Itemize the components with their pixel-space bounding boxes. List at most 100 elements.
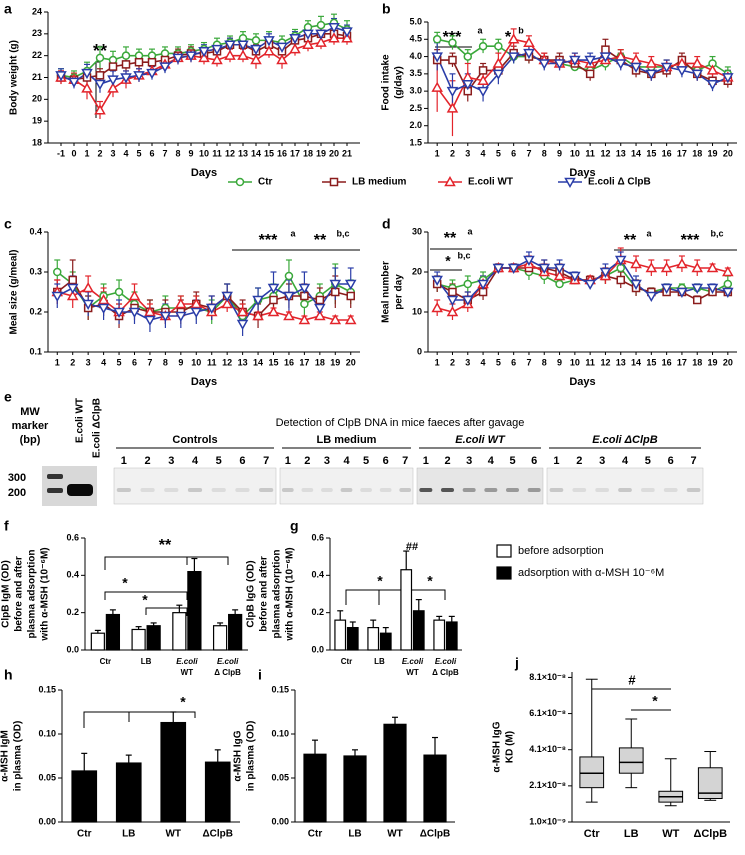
panel-letter: h xyxy=(4,667,13,683)
significance-bracket xyxy=(83,711,196,728)
bar xyxy=(303,753,327,823)
y-tick-label: 20 xyxy=(32,94,42,104)
marker xyxy=(276,54,288,65)
marker xyxy=(706,261,719,273)
y-tick-label: 23 xyxy=(32,28,42,38)
marker xyxy=(463,52,473,61)
marker xyxy=(97,303,110,315)
legend-label: Ctr xyxy=(258,177,273,188)
marker xyxy=(494,41,503,51)
panel-letter: j xyxy=(514,655,519,671)
annotation: a xyxy=(646,228,652,238)
legend-swatch xyxy=(496,566,512,580)
marker xyxy=(55,71,67,82)
marker xyxy=(236,305,249,317)
bar xyxy=(383,723,407,823)
marker xyxy=(267,305,280,317)
marker xyxy=(81,82,93,93)
gel-lane-label: 3 xyxy=(168,455,174,467)
y-tick-label: 0.3 xyxy=(29,266,42,276)
marker xyxy=(289,43,301,54)
annotation: ## xyxy=(406,541,418,553)
x-tick-label: 3 xyxy=(465,357,470,367)
gel-band xyxy=(462,488,476,492)
y-axis-label: Meal number xyxy=(381,261,392,323)
marker xyxy=(314,309,326,321)
marker xyxy=(128,307,141,319)
x-tick-label: 18 xyxy=(303,148,313,158)
marker xyxy=(329,279,342,291)
marker xyxy=(133,71,145,82)
bar xyxy=(412,610,425,651)
marker xyxy=(134,57,144,67)
gel-lane-label: 1 xyxy=(121,455,127,467)
x-axis-label: Days xyxy=(191,376,217,388)
marker xyxy=(722,287,734,299)
significance-bracket xyxy=(412,589,446,600)
annotation: ** xyxy=(159,537,172,554)
gel-label: 300 xyxy=(8,472,26,484)
x-tick-label: Δ ClpB xyxy=(432,668,459,677)
x-axis-label: Days xyxy=(191,167,217,179)
gel-band xyxy=(360,488,372,492)
marker xyxy=(477,86,489,98)
y-axis-label: before and after xyxy=(259,556,270,632)
x-tick-label: 16 xyxy=(277,148,287,158)
gel-group-label: E.coli ΔClpB xyxy=(592,434,658,446)
x-tick-label: 11 xyxy=(207,357,217,367)
marker xyxy=(706,64,719,75)
gel-lane-label: 2 xyxy=(444,455,450,467)
marker xyxy=(446,305,459,317)
x-tick-label: 2 xyxy=(450,148,455,158)
bar xyxy=(400,569,413,651)
gel-lane-label: 3 xyxy=(599,455,605,467)
x-tick-label: 4 xyxy=(481,148,486,158)
bar xyxy=(160,721,187,823)
bar xyxy=(146,625,161,651)
gel-band xyxy=(321,488,333,492)
marker xyxy=(599,52,612,63)
x-tick-label: 10 xyxy=(570,357,580,367)
gel-band xyxy=(47,474,63,479)
marker xyxy=(121,60,131,69)
x-tick-label: 9 xyxy=(178,357,183,367)
x-tick-label: 8 xyxy=(542,357,547,367)
x-tick-label: ΔClpB xyxy=(202,829,233,840)
x-tick-label: 17 xyxy=(290,148,300,158)
marker xyxy=(185,51,197,62)
x-tick-label: 9 xyxy=(188,148,193,158)
panel-letter: e xyxy=(4,389,12,405)
marker xyxy=(691,283,704,295)
marker xyxy=(128,289,141,301)
marker xyxy=(431,301,443,313)
marker xyxy=(569,271,581,283)
gel-band xyxy=(340,488,353,492)
y-tick-label: 0.0 xyxy=(311,644,324,654)
gel-band xyxy=(399,488,412,492)
gel-band xyxy=(484,488,498,492)
legend-label: before adsorption xyxy=(518,545,604,557)
x-tick-label: Δ ClpB xyxy=(214,668,241,677)
marker xyxy=(328,32,340,43)
bar xyxy=(228,613,243,651)
marker xyxy=(446,295,459,307)
x-tick-label: 7 xyxy=(162,148,167,158)
y-tick-label: 0.2 xyxy=(29,306,42,316)
x-tick-label: 13 xyxy=(616,357,626,367)
marker xyxy=(159,62,171,73)
marker xyxy=(492,69,505,80)
marker xyxy=(645,69,658,80)
y-tick-label: 0.1 xyxy=(29,346,42,356)
y-tick-label: 0.10 xyxy=(271,728,289,738)
gel-band xyxy=(47,488,63,493)
marker xyxy=(108,62,118,71)
marker xyxy=(315,295,325,305)
x-tick-label: Ctr xyxy=(100,657,112,666)
legend-label: LB medium xyxy=(352,177,407,188)
y-axis-label: Meal size (g/meal) xyxy=(9,249,20,334)
marker xyxy=(722,73,734,84)
x-tick-label: E.coli xyxy=(402,657,424,666)
marker xyxy=(722,265,734,277)
marker xyxy=(630,257,642,269)
marker xyxy=(251,36,261,45)
